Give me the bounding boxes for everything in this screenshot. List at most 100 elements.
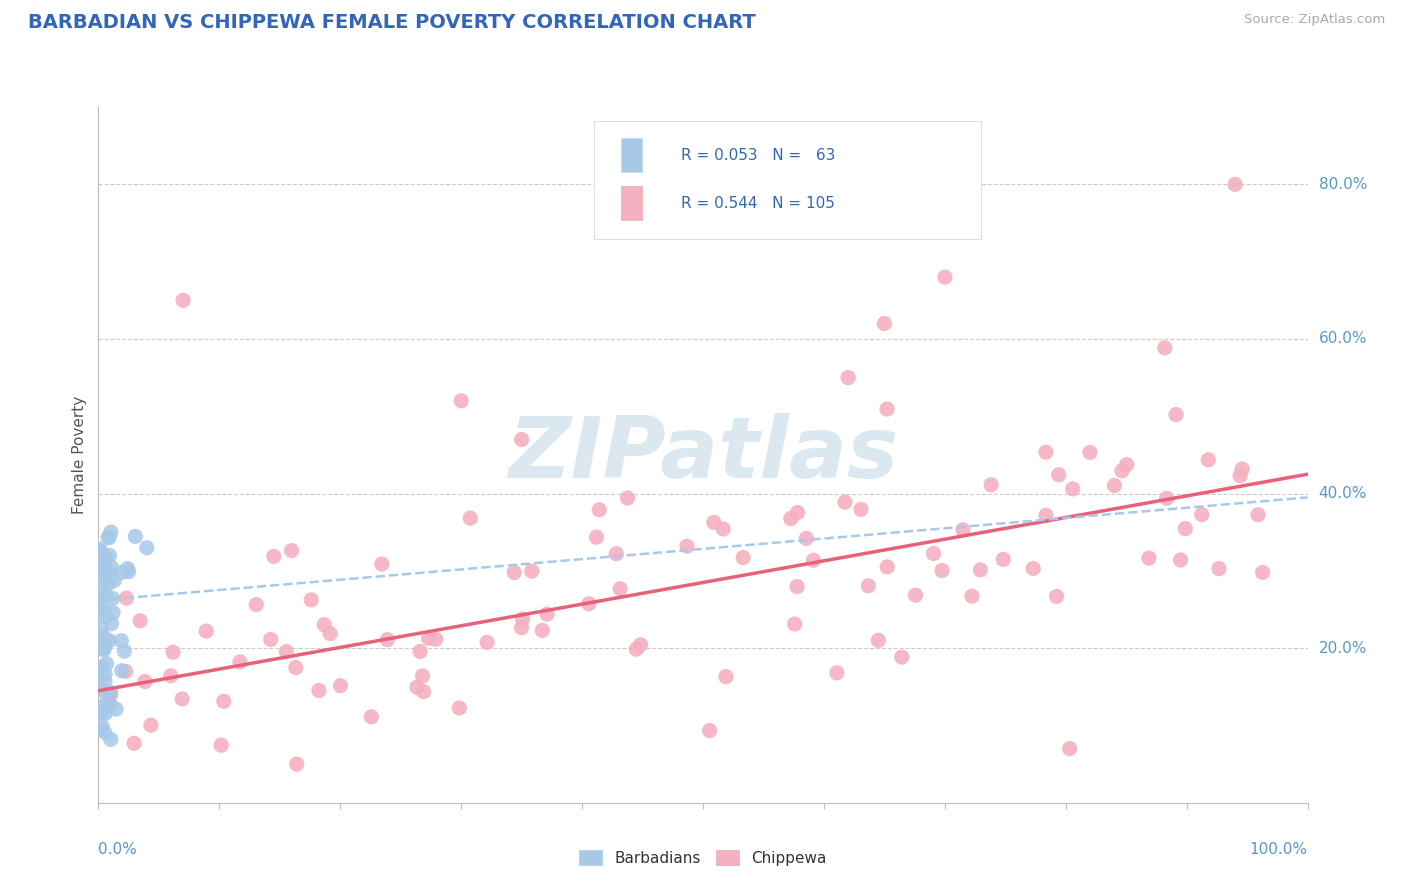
Point [172,692,194,706]
Point [308,683,330,698]
Legend: Barbadians, Chippewa: Barbadians, Chippewa [574,844,832,871]
Point [904,588,927,602]
Point [786,580,808,594]
Point [90,558,112,572]
Text: BARBADIAN VS CHIPPEWA FEMALE POVERTY CORRELATION CHART: BARBADIAN VS CHIPPEWA FEMALE POVERTY COR… [28,13,756,32]
Point [93,602,115,616]
Point [825,665,848,680]
Text: R = 0.544   N = 105: R = 0.544 N = 105 [682,195,835,211]
Point [110,633,132,648]
Point [100,732,122,747]
Point [952,523,974,537]
Point [1191,508,1213,522]
Point [837,370,859,384]
Point [409,644,432,658]
Point [94,632,117,646]
Point [96,657,118,671]
Point [1111,464,1133,478]
Point [449,701,471,715]
Point [101,606,124,620]
Point [425,632,447,647]
Point [360,710,382,724]
FancyBboxPatch shape [621,138,643,172]
Point [676,539,699,553]
Point [578,597,600,611]
Point [91,604,114,618]
Text: Source: ZipAtlas.com: Source: ZipAtlas.com [1244,13,1385,27]
Point [94,674,117,689]
Point [260,632,283,647]
Point [89,667,111,681]
Point [536,607,558,621]
Point [299,593,322,607]
Point [993,552,1015,566]
Point [122,736,145,750]
Text: ZIPatlas: ZIPatlas [508,413,898,497]
Point [834,495,856,509]
Point [779,511,801,525]
Text: 40.0%: 40.0% [1319,486,1367,501]
Point [98,698,121,712]
Point [1251,566,1274,580]
Point [91,719,114,733]
Point [922,547,945,561]
Point [314,617,336,632]
Point [94,667,117,681]
Point [284,660,307,674]
Point [412,684,434,698]
Point [616,491,638,505]
Text: R = 0.053   N =   63: R = 0.053 N = 63 [682,147,835,162]
Point [960,589,983,603]
Point [630,638,652,652]
Point [803,553,825,567]
Point [97,530,120,544]
Point [93,698,115,713]
Point [703,516,725,530]
Point [93,643,115,657]
Point [699,723,721,738]
Point [162,645,184,659]
Point [90,659,112,673]
Point [172,293,194,308]
Point [98,549,121,563]
Point [94,550,117,565]
Point [458,511,481,525]
Point [412,669,434,683]
Point [931,564,953,578]
Point [98,633,121,648]
Point [849,502,872,516]
Point [89,722,111,736]
Point [114,665,136,679]
Point [1022,561,1045,575]
Point [510,621,533,635]
Point [276,644,298,658]
Point [112,644,135,658]
Point [585,530,607,544]
Point [406,681,429,695]
Point [588,502,610,516]
Point [1223,178,1246,192]
Point [91,629,114,643]
Point [503,566,526,580]
Point [94,588,117,602]
Point [111,566,134,580]
Point [100,685,122,699]
Point [124,529,146,543]
Point [475,635,498,649]
Point [93,641,115,656]
Point [245,598,267,612]
Point [90,544,112,558]
Point [111,664,134,678]
Point [1035,445,1057,459]
Point [129,614,152,628]
Point [229,655,252,669]
Point [876,402,898,417]
Point [1078,445,1101,459]
Point [868,633,890,648]
Point [890,650,912,665]
Point [1115,458,1137,472]
Point [93,555,115,569]
Point [209,738,232,752]
Point [1047,467,1070,482]
Point [969,563,991,577]
